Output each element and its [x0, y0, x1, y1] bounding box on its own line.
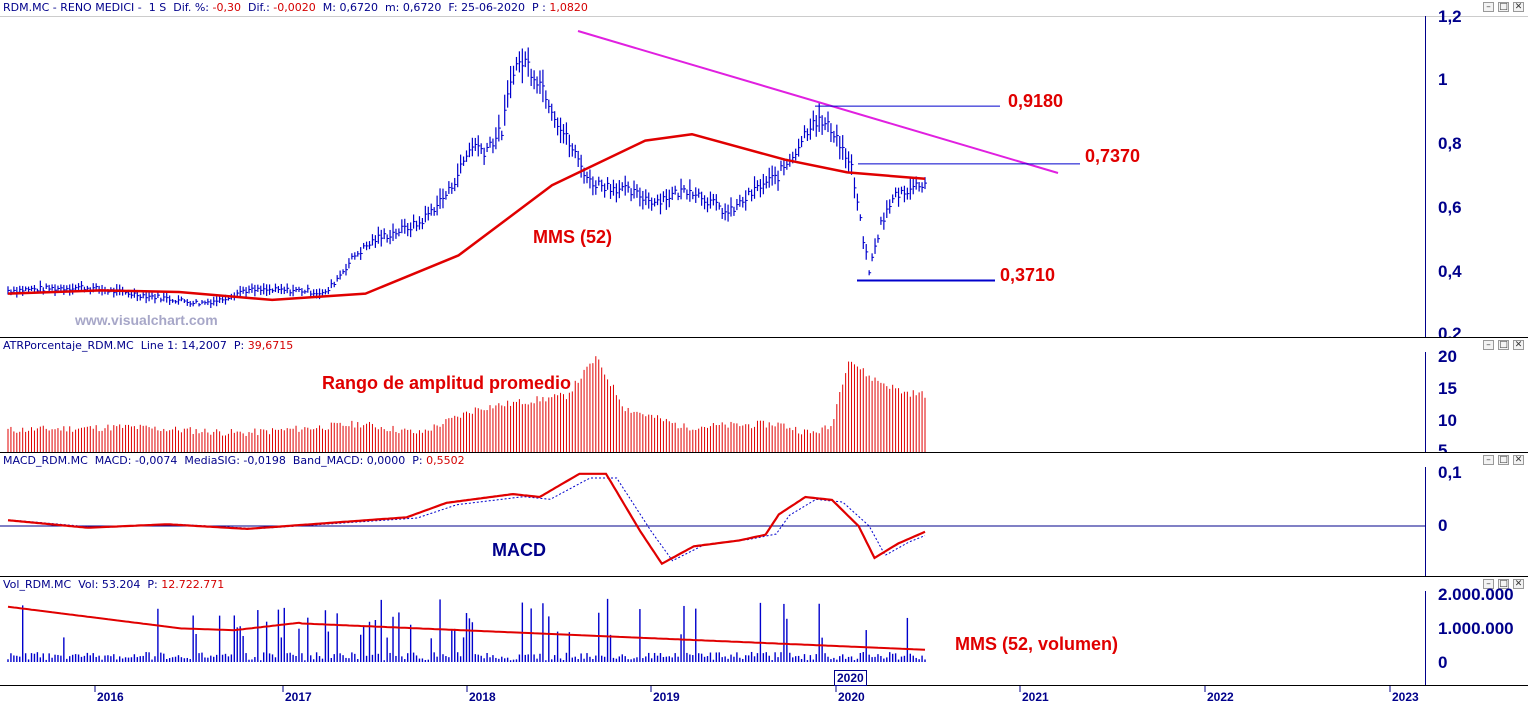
minimize-icon[interactable]: –: [1483, 455, 1494, 465]
volume-ma-line: [7, 605, 926, 651]
level-label-0737: 0,7370: [1085, 146, 1141, 166]
x-tick-label: 2019: [653, 690, 680, 704]
macd-header-text: MACD_RDM.MC MACD: -0,0074 MediaSIG: -0,0…: [3, 454, 465, 467]
close-icon[interactable]: ✕: [1513, 455, 1524, 465]
atr-ytick: 20: [1438, 347, 1457, 366]
volume-ytick: 2.000.000: [1438, 585, 1514, 604]
maximize-icon[interactable]: □: [1498, 455, 1509, 465]
minimize-icon[interactable]: –: [1483, 579, 1494, 589]
x-axis-ticks: [94, 686, 1391, 692]
ma52-line: [7, 132, 926, 302]
x-tick-label: 2020: [838, 690, 865, 704]
x-axis: 2016 2017 2018 2019 2020 2021 2022 2023: [0, 686, 1528, 706]
atr-label: Rango de amplitud promedio: [322, 373, 572, 393]
minimize-icon[interactable]: –: [1483, 2, 1494, 12]
x-tick-label: 2016: [97, 690, 124, 704]
price-y-axis-line: [1425, 16, 1426, 337]
price-ytick: 0,2: [1438, 324, 1462, 337]
x-tick-label: 2021: [1022, 690, 1049, 704]
volume-plot: [7, 598, 926, 662]
macd-signal-line: [8, 477, 926, 562]
atr-ytick: 10: [1438, 411, 1457, 430]
macd-ytick: 0,1: [1438, 463, 1462, 482]
atr-y-axis-line: [1425, 352, 1426, 452]
price-window-buttons: – □ ✕: [1483, 2, 1524, 12]
macd-window-buttons: – □ ✕: [1483, 455, 1524, 465]
x-tick-label: 2023: [1392, 690, 1419, 704]
volume-ma-label: MMS (52, volumen): [955, 634, 1119, 654]
maximize-icon[interactable]: □: [1498, 579, 1509, 589]
price-ytick: 1,2: [1438, 7, 1462, 26]
macd-line: [7, 472, 926, 566]
volume-y-axis-line: [1425, 591, 1426, 685]
watermark: www.visualchart.com: [75, 312, 218, 328]
atr-ytick: 5: [1438, 441, 1448, 452]
maximize-icon[interactable]: □: [1498, 340, 1509, 350]
atr-plot: [7, 356, 926, 452]
volume-window-buttons: – □ ✕: [1483, 579, 1524, 589]
x-tick-label: 2017: [285, 690, 312, 704]
volume-ytick: 1.000.000: [1438, 619, 1514, 638]
price-ytick: 0,8: [1438, 134, 1462, 153]
volume-pane: Vol_RDM.MC Vol: 53.204 P: 12.722.771 – □…: [0, 577, 1528, 686]
x-cursor-marker: 2020: [834, 670, 867, 686]
close-icon[interactable]: ✕: [1513, 340, 1524, 350]
close-icon[interactable]: ✕: [1513, 579, 1524, 589]
trend-line: [577, 30, 1059, 174]
price-pane-header: [0, 0, 1528, 17]
price-ytick: 1: [1438, 70, 1448, 89]
price-ytick: 0,4: [1438, 262, 1462, 281]
x-tick-label: 2022: [1207, 690, 1234, 704]
macd-plot: [0, 472, 1425, 566]
ma-label: MMS (52): [533, 227, 613, 247]
level-label-0918: 0,9180: [1008, 91, 1064, 111]
macd-ytick: 0: [1438, 516, 1448, 535]
atr-pane: ATRPorcentaje_RDM.MC Line 1: 14,2007 P: …: [0, 338, 1528, 453]
macd-label: MACD: [492, 540, 546, 560]
price-header-text: RDM.MC - RENO MEDICI - 1 S Dif. %: -0,30…: [3, 1, 588, 14]
atr-header-text: ATRPorcentaje_RDM.MC Line 1: 14,2007 P: …: [3, 339, 294, 352]
macd-pane: MACD_RDM.MC MACD: -0,0074 MediaSIG: -0,0…: [0, 453, 1528, 577]
volume-header-text: Vol_RDM.MC Vol: 53.204 P: 12.722.771: [3, 578, 225, 591]
minimize-icon[interactable]: –: [1483, 340, 1494, 350]
volume-ytick: 0: [1438, 653, 1448, 672]
price-pane: RDM.MC - RENO MEDICI - 1 S Dif. %: -0,30…: [0, 0, 1528, 338]
maximize-icon[interactable]: □: [1498, 2, 1509, 12]
macd-y-axis-line: [1425, 467, 1426, 576]
atr-ytick: 15: [1438, 379, 1457, 398]
atr-window-buttons: – □ ✕: [1483, 340, 1524, 350]
price-ytick: 0,6: [1438, 198, 1462, 217]
x-tick-label: 2018: [469, 690, 496, 704]
level-label-0371: 0,3710: [1000, 265, 1056, 285]
price-plot: [7, 30, 1080, 308]
close-icon[interactable]: ✕: [1513, 2, 1524, 12]
